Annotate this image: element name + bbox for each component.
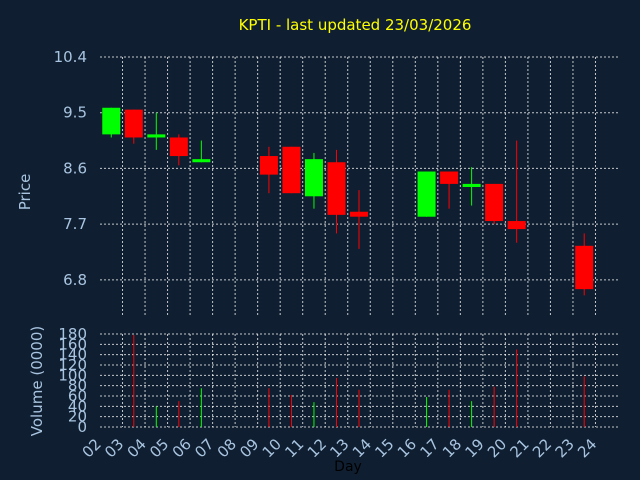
candle-body [350, 211, 368, 217]
candle-body [102, 107, 121, 135]
volume-tick-label: 80 [68, 377, 87, 395]
candle-body [192, 159, 211, 163]
volume-tick-label: 160 [58, 335, 87, 353]
price-tick-label: 7.7 [63, 215, 87, 233]
volume-tick-label: 0 [77, 418, 87, 436]
candle-body [304, 159, 323, 197]
candle-body [259, 156, 278, 175]
price-tick-label: 10.4 [54, 48, 87, 66]
candle-body [462, 183, 481, 187]
price-tick-label: 6.8 [63, 271, 87, 289]
candle-body [169, 137, 188, 157]
price-y-ticks: 10.4 9.5 8.6 7.7 6.8 [54, 48, 87, 289]
candle-body [507, 221, 526, 230]
chart-title: KPTI - last updated 23/03/2026 [239, 16, 472, 34]
x-tick-label: 24 [574, 435, 600, 461]
price-axis-label: Price [16, 174, 34, 211]
volume-tick-label: 40 [68, 397, 87, 415]
candle-body [147, 134, 166, 138]
candle-body [124, 109, 143, 138]
candle-body [417, 171, 436, 217]
candle-body [327, 162, 346, 215]
volume-tick-label: 20 [68, 408, 87, 426]
price-tick-label: 8.6 [63, 159, 87, 177]
candle-body [575, 245, 594, 290]
volume-tick-label: 140 [58, 346, 87, 364]
volume-tick-label: 180 [58, 325, 87, 343]
x-axis-label: Day [334, 459, 362, 475]
price-candles [102, 107, 594, 296]
volume-axis-label: Volume (0000) [28, 326, 46, 436]
x-axis-ticks: 0203040506070809101112131415161718192021… [79, 435, 601, 461]
volume-tick-label: 100 [58, 366, 87, 384]
candle-body [440, 171, 459, 184]
volume-bars [133, 335, 585, 427]
price-tick-label: 9.5 [63, 104, 87, 122]
volume-gridlines [100, 333, 618, 428]
candle-body [282, 146, 301, 194]
price-gridlines [100, 56, 618, 317]
volume-tick-label: 120 [58, 356, 87, 374]
volume-tick-label: 60 [68, 387, 87, 405]
candle-body [485, 183, 504, 222]
